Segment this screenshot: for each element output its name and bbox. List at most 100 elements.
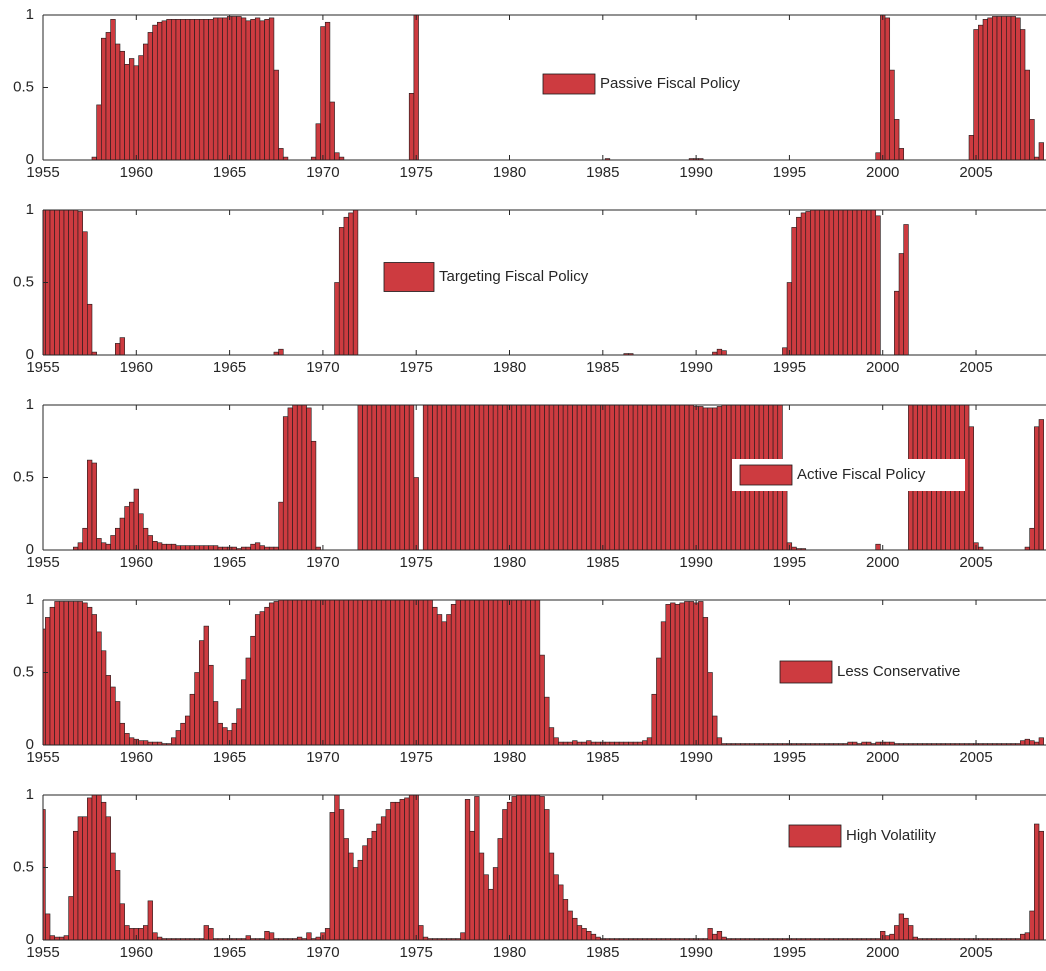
bar	[819, 209, 825, 356]
bar	[385, 809, 391, 941]
bar	[124, 64, 130, 161]
bar	[380, 599, 387, 746]
bar	[170, 737, 177, 746]
bar	[59, 601, 65, 746]
bar	[296, 599, 303, 746]
legend-label: High Volatility	[846, 827, 937, 844]
bar	[273, 69, 279, 161]
y-tick-label: 0.5	[13, 468, 34, 485]
bar	[978, 24, 984, 161]
bar	[567, 910, 573, 941]
bar	[105, 816, 111, 941]
x-tick-label: 1990	[679, 749, 712, 766]
bar	[245, 935, 251, 941]
bar	[408, 404, 415, 551]
bar	[520, 599, 527, 746]
x-tick-label: 1985	[586, 944, 619, 961]
bar	[63, 601, 69, 746]
bar	[497, 599, 503, 746]
bar	[334, 599, 340, 746]
x-tick-label: 1960	[120, 359, 153, 376]
bar	[408, 93, 415, 161]
bar	[1010, 16, 1016, 161]
bar	[903, 224, 909, 356]
bar	[101, 542, 107, 551]
bar	[796, 216, 802, 356]
bar	[119, 517, 125, 551]
bar	[152, 540, 158, 551]
bar	[254, 17, 261, 161]
bar	[553, 404, 559, 551]
bar	[492, 599, 499, 746]
bar	[478, 599, 485, 746]
x-tick-label: 1975	[400, 749, 433, 766]
bar	[180, 19, 186, 161]
bar	[380, 404, 387, 551]
bar	[320, 26, 326, 161]
bar	[87, 303, 93, 356]
x-tick-label: 1995	[773, 944, 806, 961]
bar	[436, 404, 443, 551]
bar	[203, 625, 209, 746]
bar	[371, 404, 377, 551]
y-tick-label: 1	[26, 396, 34, 413]
bar	[684, 601, 690, 746]
bar	[208, 19, 214, 161]
bar	[1034, 823, 1040, 941]
bar	[576, 404, 583, 551]
bar	[478, 852, 485, 941]
bar	[82, 816, 88, 941]
bar	[1006, 16, 1012, 161]
bar	[1020, 933, 1026, 941]
bar	[427, 599, 433, 746]
bar	[203, 925, 209, 941]
bar	[222, 17, 228, 161]
bar	[352, 599, 359, 746]
bar	[343, 599, 349, 746]
bar	[600, 404, 606, 551]
y-tick-label: 0	[26, 151, 34, 168]
y-tick-label: 0	[26, 346, 34, 363]
bar	[161, 20, 167, 161]
x-tick-label: 2005	[959, 554, 992, 571]
bar	[49, 209, 55, 356]
bar	[544, 809, 550, 941]
bar	[110, 535, 116, 551]
y-tick-label: 1	[26, 786, 34, 803]
bar	[679, 602, 685, 746]
x-tick-label: 1985	[586, 554, 619, 571]
bar	[898, 913, 905, 941]
bar	[1024, 738, 1030, 746]
bar	[236, 16, 242, 161]
bar	[642, 404, 648, 551]
bar	[674, 404, 681, 551]
bar	[511, 796, 517, 941]
bar	[198, 545, 205, 551]
bar	[1038, 737, 1044, 746]
x-tick-label: 2005	[959, 164, 992, 181]
x-tick-label: 1985	[586, 164, 619, 181]
legend-swatch	[788, 824, 842, 848]
bar	[800, 212, 807, 356]
bar	[637, 404, 643, 551]
bar	[273, 601, 279, 746]
bar	[301, 404, 307, 551]
bar	[77, 542, 83, 551]
bar	[208, 545, 214, 551]
x-tick-label: 1955	[26, 164, 59, 181]
bar	[310, 599, 317, 746]
bar	[138, 740, 144, 746]
bar	[77, 601, 83, 746]
bar	[404, 797, 410, 941]
bar	[91, 614, 97, 746]
legend-label: Active Fiscal Policy	[797, 466, 926, 483]
bar	[105, 543, 111, 551]
bar	[194, 672, 200, 746]
bar	[259, 545, 265, 551]
bar	[492, 867, 499, 941]
bar	[119, 337, 125, 356]
bar	[278, 501, 284, 551]
bar	[441, 621, 447, 746]
bar	[488, 404, 494, 551]
